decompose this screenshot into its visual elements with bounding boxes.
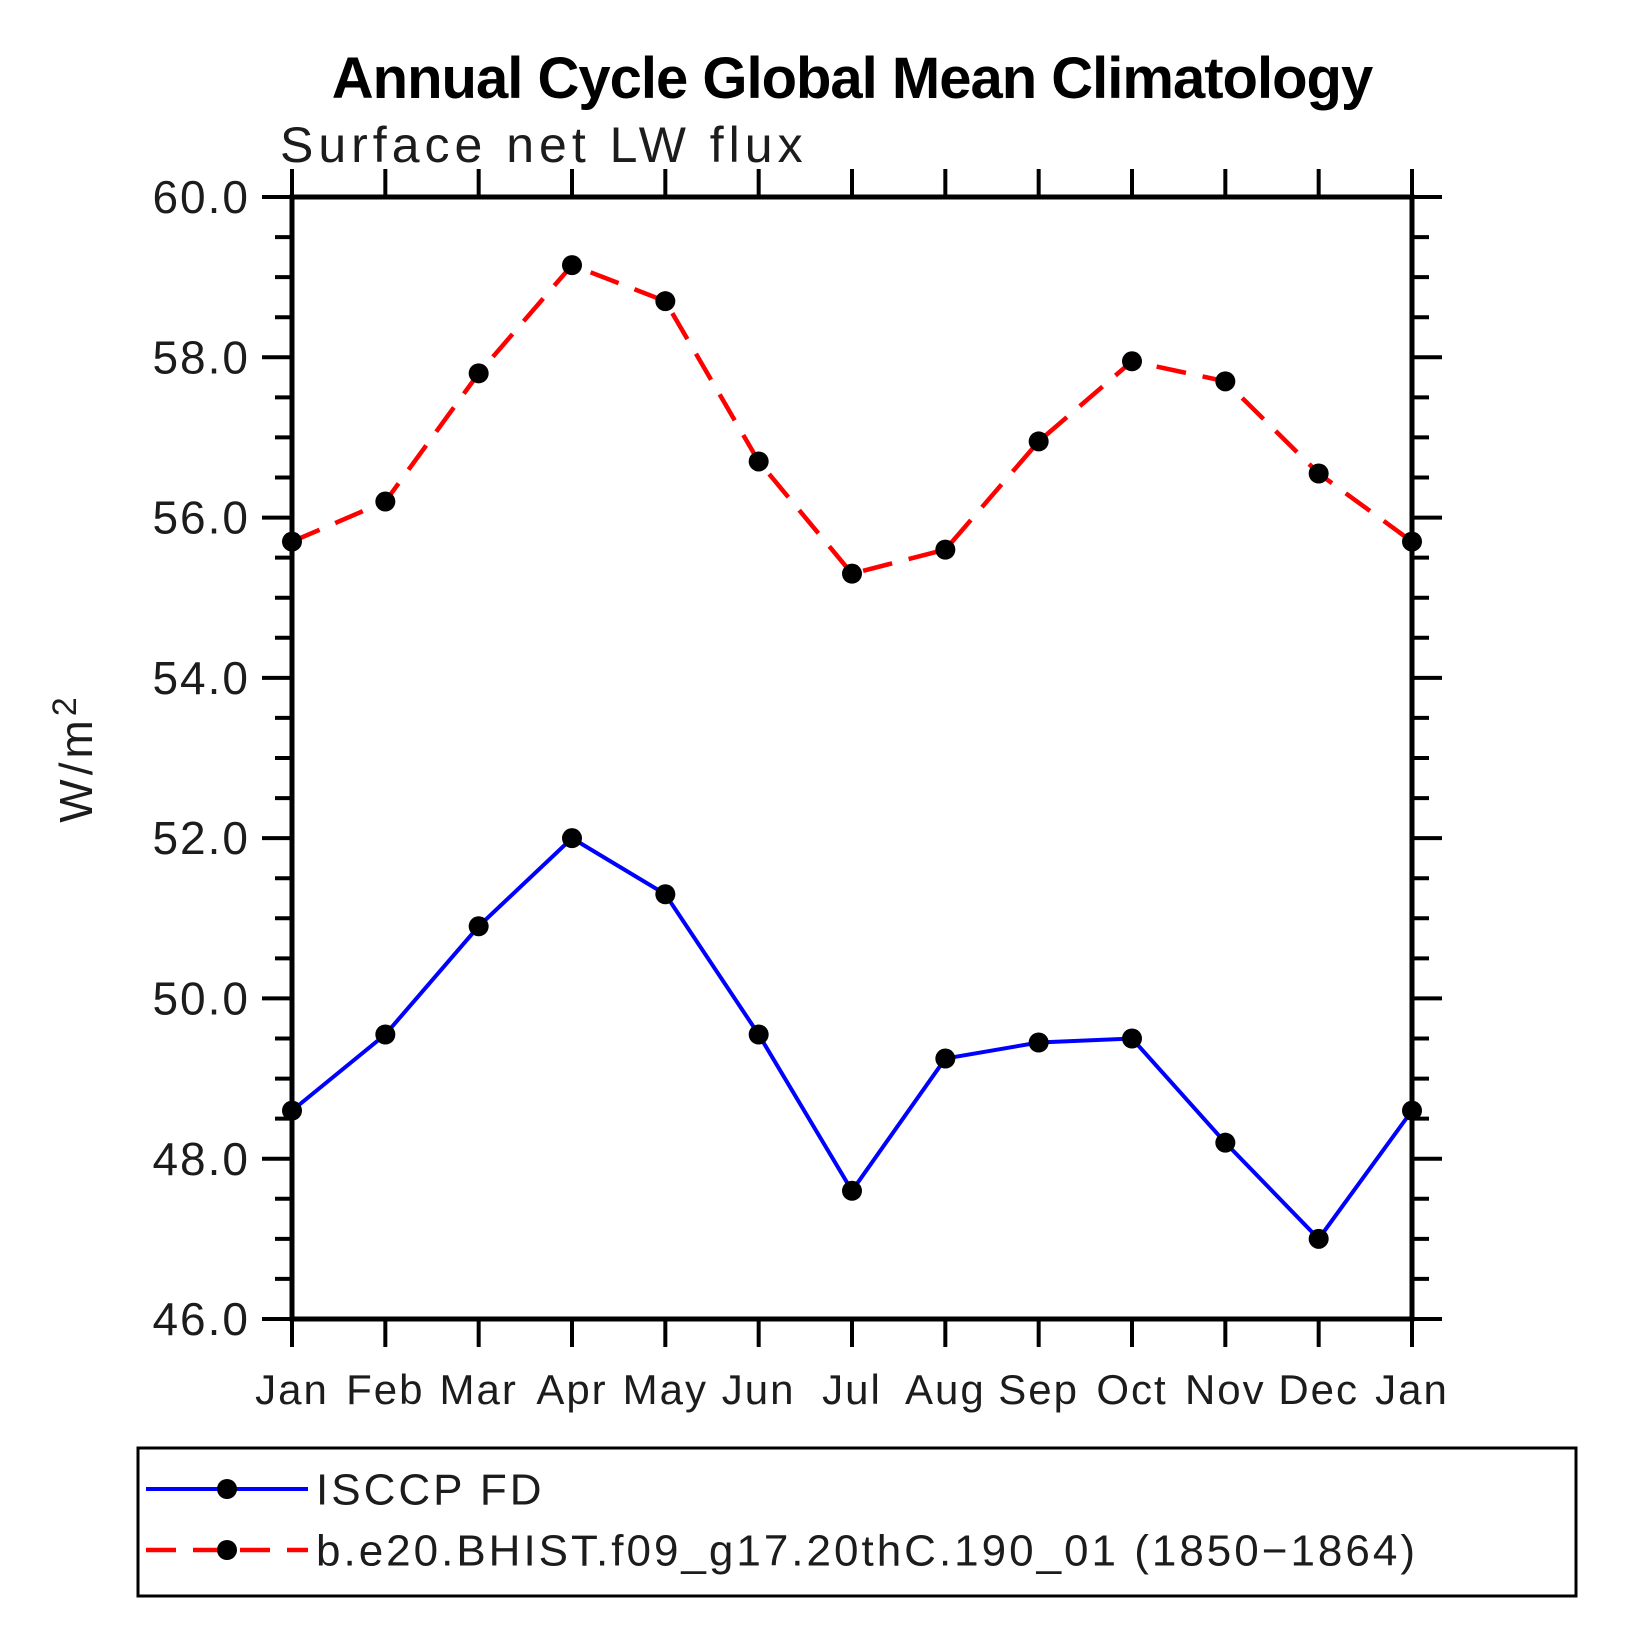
data-point-marker <box>935 539 956 560</box>
y-tick-label: 54.0 <box>152 652 250 704</box>
data-point-marker <box>655 291 676 312</box>
legend-marker <box>217 1479 237 1499</box>
y-tick-label: 50.0 <box>152 973 250 1025</box>
data-point-marker <box>468 363 489 384</box>
data-point-marker <box>562 255 582 276</box>
plot-series <box>282 255 1422 1249</box>
y-ticks <box>262 195 1442 1321</box>
data-point-marker <box>562 828 582 849</box>
data-point-marker <box>1122 351 1142 372</box>
x-tick-label: Sep <box>998 1366 1079 1413</box>
data-point-marker <box>1028 1032 1049 1053</box>
x-tick-label: May <box>623 1366 708 1413</box>
chart-subtitle: Surface net LW flux <box>280 117 808 173</box>
x-tick-label: Jul <box>822 1366 882 1413</box>
data-point-marker <box>375 1024 396 1045</box>
y-tick-label: 46.0 <box>152 1293 250 1345</box>
data-point-marker <box>375 491 396 512</box>
data-point-marker <box>748 1024 769 1045</box>
x-tick-label: Dec <box>1278 1366 1359 1413</box>
data-point-marker <box>1028 431 1049 452</box>
y-tick-label: 56.0 <box>152 492 250 544</box>
chart-title: Annual Cycle Global Mean Climatology <box>332 46 1373 111</box>
plot-frame <box>289 194 1415 1322</box>
y-tick-label: 52.0 <box>152 812 250 864</box>
series-line-isccp <box>290 835 1414 1242</box>
x-tick-label: Apr <box>536 1366 607 1413</box>
x-tick-label: Jan <box>255 1366 329 1413</box>
legend-label: b.e20.BHIST.f09_g17.20thC.190_01 (1850−1… <box>316 1526 1418 1575</box>
y-tick-label: 48.0 <box>152 1133 250 1185</box>
x-tick-labels: Jan Feb Mar Apr May Jun Jul Aug Sep Oct Nov Dec Jan <box>255 1366 1449 1413</box>
x-ticks <box>290 169 1414 1347</box>
y-axis-label: W/m2 <box>46 693 102 822</box>
legend-marker <box>217 1540 237 1560</box>
data-point-marker <box>842 563 862 584</box>
legend-label: ISCCP FD <box>316 1465 545 1514</box>
x-tick-label: Aug <box>905 1366 986 1413</box>
x-tick-label: Mar <box>439 1366 517 1413</box>
data-point-marker <box>1308 1228 1329 1249</box>
y-tick-labels: 46.0 48.0 50.0 52.0 54.0 56.0 58.0 60.0 <box>152 171 250 1345</box>
x-tick-label: Jun <box>722 1366 796 1413</box>
series-line-model <box>291 262 1414 577</box>
data-point-marker <box>1122 1028 1142 1049</box>
y-tick-label: 58.0 <box>152 331 250 383</box>
x-tick-label: Jan <box>1375 1366 1449 1413</box>
data-point-marker <box>1308 463 1329 484</box>
data-point-marker <box>1215 1132 1236 1153</box>
x-tick-label: Feb <box>346 1366 424 1413</box>
data-point-marker <box>1215 371 1236 392</box>
legend-rows: ISCCP FD b.e20.BHIST.f09_g17.20thC.190_01… <box>146 1465 1418 1575</box>
legend-box <box>136 1446 1578 1598</box>
data-point-marker <box>935 1048 956 1069</box>
data-point-marker <box>842 1180 862 1201</box>
x-tick-label: Oct <box>1096 1366 1167 1413</box>
data-point-marker <box>748 451 769 472</box>
data-point-marker <box>655 884 676 905</box>
legend: ISCCP FD b.e20.BHIST.f09_g17.20thC.190_01… <box>136 1446 1578 1598</box>
x-tick-label: Nov <box>1185 1366 1266 1413</box>
y-tick-label: 60.0 <box>152 171 250 223</box>
data-point-marker <box>468 916 489 937</box>
